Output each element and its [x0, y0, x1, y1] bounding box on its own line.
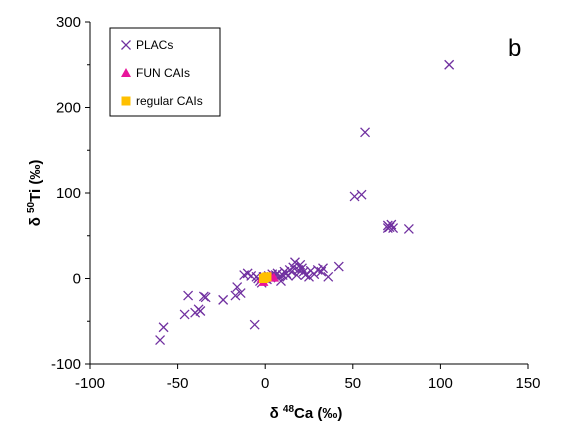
legend-marker	[121, 96, 131, 106]
data-point	[323, 271, 334, 282]
data-point	[382, 223, 393, 234]
data-point	[318, 263, 328, 274]
data-point	[195, 306, 206, 316]
data-point	[242, 268, 253, 279]
data-point	[268, 272, 279, 282]
legend-marker	[121, 68, 131, 77]
data-point	[179, 309, 190, 320]
data-point	[333, 261, 344, 272]
panel-label: b	[508, 35, 521, 62]
data-point	[183, 290, 194, 301]
data-point	[349, 191, 360, 202]
x-axis-title: δ 48Ca (‰)	[270, 404, 343, 422]
y-tick-label: 300	[56, 14, 81, 31]
data-point	[316, 266, 327, 277]
x-tick-label: 100	[428, 375, 453, 392]
x-tick-label: -50	[167, 375, 189, 392]
data-point	[232, 282, 243, 293]
legend-label: FUN CAIs	[136, 66, 190, 80]
axes: -100 -50 0 50 100 150 -100 0 100 200 300	[51, 14, 541, 392]
data-point	[158, 322, 169, 333]
data-point	[230, 290, 241, 301]
y-axis-title: δ 50Ti (‰)	[26, 160, 44, 227]
data-point	[356, 189, 367, 200]
data-point	[312, 264, 323, 275]
y-tick-label: 100	[56, 185, 81, 202]
data-points	[155, 59, 455, 346]
data-point	[218, 294, 229, 305]
data-point	[444, 59, 455, 70]
x-tick-label: 150	[515, 375, 540, 392]
data-point	[304, 271, 314, 282]
legend-label: PLACs	[136, 38, 173, 52]
legend-marker	[121, 40, 131, 50]
y-tick-label: -100	[51, 356, 81, 373]
x-tick-label: -100	[75, 375, 105, 392]
y-tick-label: 0	[73, 271, 81, 288]
data-point	[403, 223, 414, 234]
data-point	[276, 276, 286, 287]
y-tick-label: 200	[56, 100, 81, 117]
data-point	[239, 270, 250, 281]
data-point	[284, 264, 295, 275]
series-placs	[155, 59, 455, 346]
data-point	[360, 127, 371, 138]
legend-label: regular CAIs	[136, 94, 203, 108]
data-point	[235, 288, 246, 298]
data-point	[155, 335, 166, 346]
series-regular-cais	[258, 272, 272, 283]
data-point	[258, 274, 268, 283]
data-point	[200, 292, 211, 303]
data-point	[279, 266, 290, 277]
data-point	[290, 257, 300, 268]
x-tick-label: 50	[344, 375, 361, 392]
x-tick-label: 0	[261, 375, 269, 392]
data-point	[249, 319, 260, 330]
legend: PLACs FUN CAIs regular CAIs	[109, 27, 221, 117]
